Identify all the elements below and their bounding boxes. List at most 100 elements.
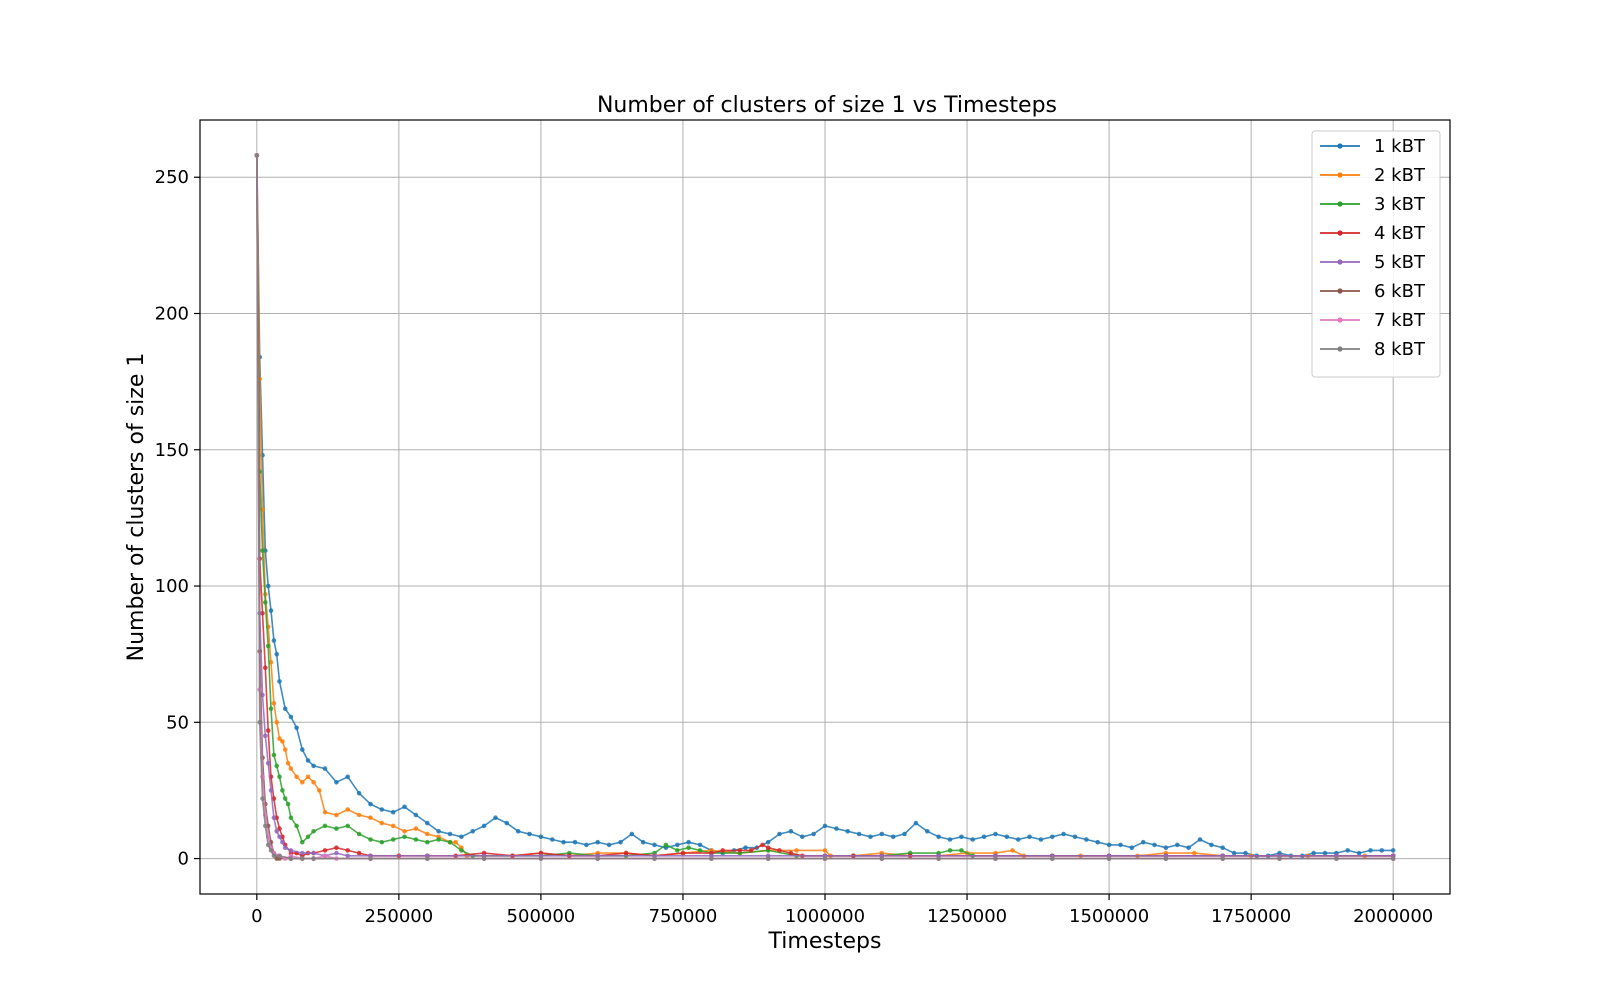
data-point [260,548,265,553]
data-point [263,823,268,829]
data-point [640,839,646,845]
y-tick-label: 150 [155,440,189,461]
data-point [879,856,885,861]
data-point [1175,842,1180,848]
data-point [794,848,799,853]
x-tick-label: 750000 [649,906,718,927]
data-point [1152,842,1157,848]
data-point [572,839,578,845]
data-point [263,733,268,739]
data-point [1243,850,1248,856]
chart-title: Number of clusters of size 1 vs Timestep… [597,93,1057,118]
data-point [425,831,430,837]
data-point [294,823,299,829]
data-point [868,834,873,840]
data-point [1390,848,1396,853]
data-point [697,848,703,853]
data-point [925,829,930,834]
data-point [305,774,311,780]
data-point [254,153,260,158]
data-point [413,812,419,818]
data-point [285,801,291,807]
data-point [390,809,396,815]
data-point [425,856,430,861]
data-point [629,831,635,837]
data-point [356,831,362,837]
legend-item: 5 kBT [1320,252,1426,273]
data-point [1106,856,1112,861]
data-point [311,829,316,834]
data-point [561,839,566,845]
data-point [1334,856,1339,861]
data-point [265,842,271,848]
data-point [936,834,941,840]
data-point [515,829,521,834]
data-point [550,837,555,842]
data-point [300,839,305,845]
tick-layer: 0 250000 500000 750000 1000000 1250000 1500000… [155,167,1434,927]
series-layer [254,153,1396,861]
y-tick-label: 200 [155,304,189,325]
legend-marker [1337,172,1343,178]
data-point [675,842,680,848]
data-point [274,829,280,834]
data-point [265,583,271,589]
data-point [345,774,351,780]
data-point [447,839,453,845]
y-tick-label: 0 [178,849,189,870]
data-point [879,831,885,837]
data-point [436,837,441,842]
legend: 1 kBT 2 kBT 3 kBT 4 kBT 5 kBT 6 kBT 7 kBT 8 kBT [1311,130,1441,378]
data-point [447,831,453,837]
data-point [436,829,441,834]
data-point [675,848,680,853]
data-point [765,845,771,850]
data-point [1027,834,1032,840]
data-point [322,823,328,829]
data-point [282,747,288,752]
data-point [1163,845,1169,850]
data-point [402,829,407,834]
data-point [481,823,487,829]
data-point [993,856,998,861]
data-point [277,736,282,741]
data-point [300,850,305,856]
data-point [822,856,828,861]
data-point [1345,848,1350,853]
legend-label: 8 kBT [1374,339,1426,360]
data-point [390,837,396,842]
data-point [368,815,373,820]
data-point [1050,834,1055,840]
data-point [277,834,282,840]
data-point [413,837,419,842]
data-point [1106,842,1112,848]
data-point [1140,839,1146,845]
data-point [379,839,385,845]
data-point [300,747,305,752]
data-point [285,760,291,766]
data-point [913,820,919,826]
data-point [322,848,328,853]
data-point [274,720,280,725]
data-point [1015,837,1021,842]
data-point [257,720,263,725]
legend-item: 8 kBT [1320,339,1426,360]
data-point [368,837,373,842]
data-point [1010,848,1015,853]
data-point [356,790,362,796]
x-axis-title: Timesteps [768,929,882,954]
data-point [481,856,487,861]
data-point [368,856,373,861]
data-point [402,804,407,810]
legend-label: 1 kBT [1374,136,1426,157]
data-point [595,856,600,861]
data-point [322,809,328,815]
data-point [680,850,686,856]
x-tick-label: 500000 [507,906,576,927]
data-point [765,856,771,861]
data-point [459,848,464,853]
data-point [686,839,691,845]
data-point [277,774,282,780]
data-point [288,714,294,720]
data-point [268,848,274,853]
